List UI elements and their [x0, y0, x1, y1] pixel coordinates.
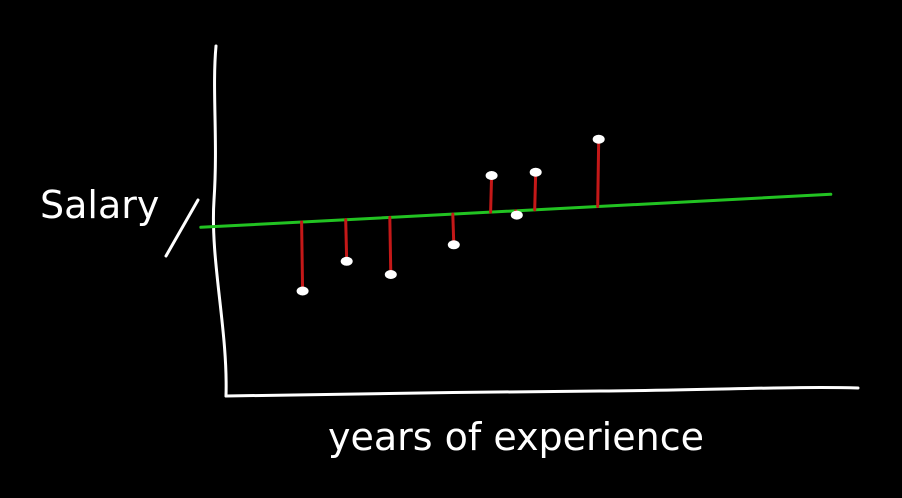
data-point: [296, 286, 309, 296]
data-point: [340, 256, 353, 266]
data-point: [529, 167, 542, 177]
y-axis-label-slash: [164, 198, 200, 258]
residual-segment: [489, 174, 494, 214]
residual-segment: [596, 137, 601, 209]
residual-segment: [533, 170, 538, 212]
data-point: [447, 240, 460, 250]
y-axis-label: Salary: [40, 183, 159, 227]
x-axis-label: years of experience: [328, 415, 704, 459]
residual-segment: [300, 220, 305, 293]
data-point: [510, 210, 523, 220]
residual-segment: [451, 212, 456, 247]
data-point: [485, 171, 498, 180]
residual-segment: [344, 218, 349, 263]
residual-segment: [388, 215, 393, 276]
data-point: [384, 270, 397, 279]
y-axis: [211, 44, 228, 398]
data-point: [592, 134, 605, 144]
x-axis: [224, 385, 860, 398]
